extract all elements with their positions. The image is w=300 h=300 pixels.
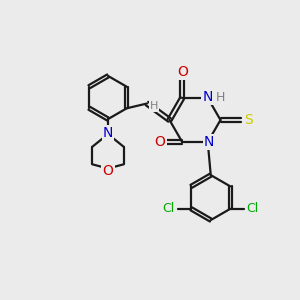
Text: N: N (204, 135, 214, 149)
Text: N: N (202, 90, 213, 104)
Text: O: O (177, 65, 188, 79)
Text: S: S (244, 113, 253, 127)
Text: O: O (103, 164, 113, 178)
Text: Cl: Cl (247, 202, 259, 215)
Text: H: H (216, 91, 225, 104)
Text: Cl: Cl (163, 202, 175, 215)
Text: O: O (154, 135, 166, 149)
Text: N: N (103, 127, 113, 140)
Text: H: H (150, 101, 158, 111)
